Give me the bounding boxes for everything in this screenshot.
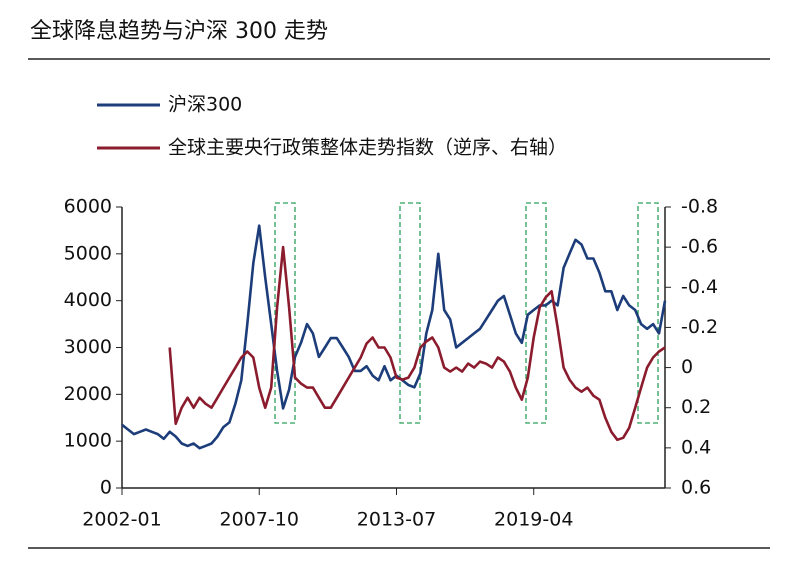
x-tick-label: 2013-07 — [357, 509, 436, 531]
legend-label: 全球主要央行政策整体走势指数（逆序、右轴） — [168, 137, 567, 159]
y2-tick-label: 0 — [681, 356, 693, 378]
highlight-box — [525, 202, 547, 424]
legend-label: 沪深300 — [168, 94, 242, 116]
y-tick-label: 5000 — [64, 242, 112, 264]
y-tick-label: 1000 — [64, 430, 112, 452]
y2-tick-label: -0.4 — [681, 276, 718, 298]
y2-tick-label: -0.8 — [681, 196, 718, 218]
highlight-boxes — [274, 202, 659, 424]
y-tick-label: 0 — [100, 477, 112, 499]
highlight-box — [399, 202, 421, 424]
y2-tick-label: 0.6 — [681, 477, 711, 499]
x-tick-label: 2007-10 — [220, 509, 299, 531]
y2-tick-label: -0.6 — [681, 236, 718, 258]
series-line — [168, 245, 666, 442]
y2-tick-label: -0.2 — [681, 316, 718, 338]
highlight-box — [637, 202, 659, 424]
x-tick-label: 2002-01 — [82, 509, 161, 531]
y2-tick-label: 0.4 — [681, 436, 711, 458]
y-tick-label: 2000 — [64, 383, 112, 405]
y2-tick-label: 0.2 — [681, 396, 711, 418]
series-line — [121, 224, 667, 450]
highlight-box — [274, 202, 296, 424]
x-tick-label: 2019-04 — [494, 509, 573, 531]
y-tick-label: 6000 — [64, 196, 112, 218]
chart-title: 全球降息趋势与沪深 300 走势 — [30, 19, 328, 44]
y-tick-label: 4000 — [64, 289, 112, 311]
y-tick-label: 3000 — [64, 336, 112, 358]
